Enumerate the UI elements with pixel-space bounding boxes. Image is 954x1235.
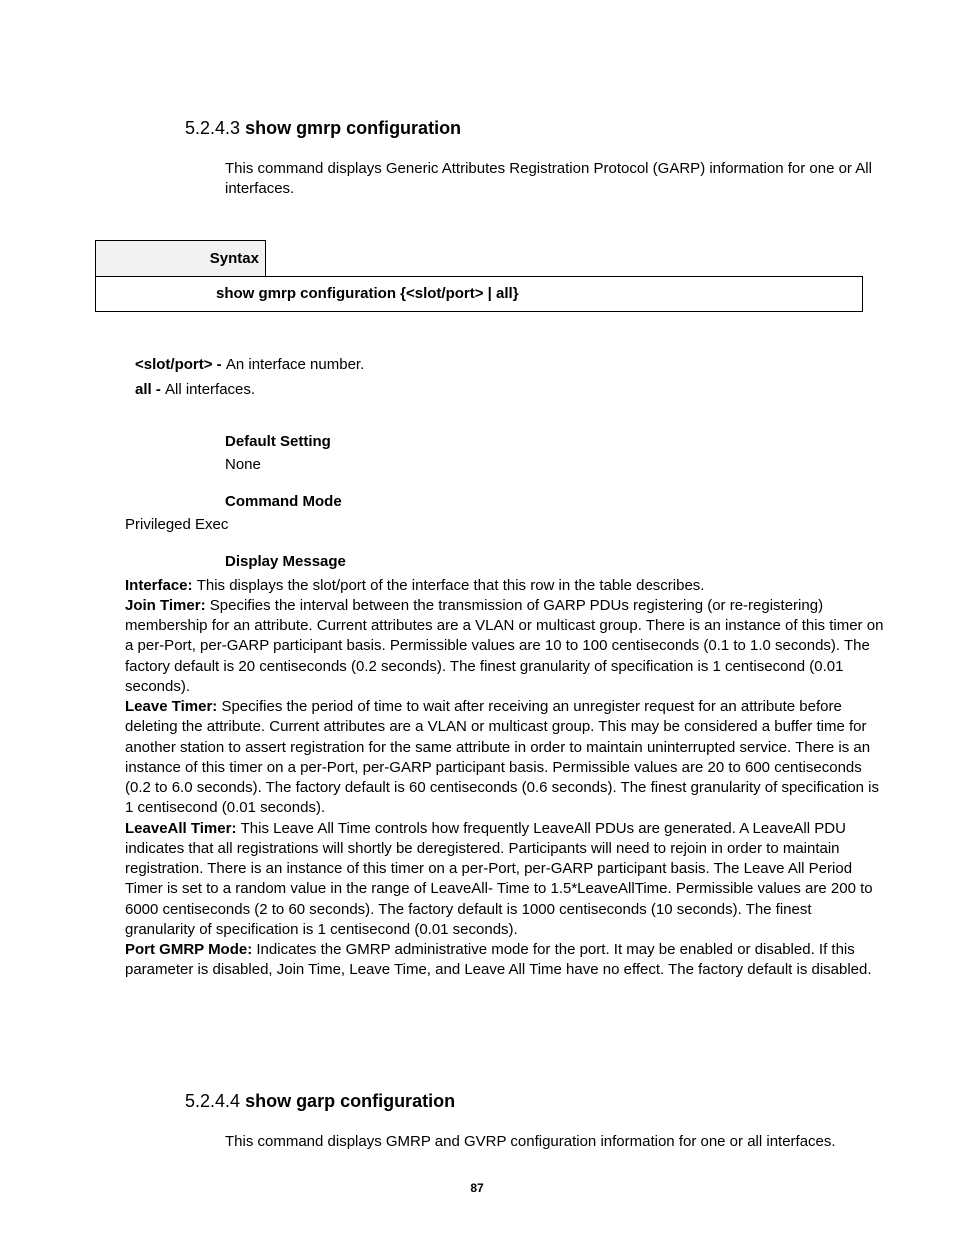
dm-leave-text: Specifies the period of time to wait aft… [125,698,879,816]
param2-label: all - [135,381,165,398]
section-title-2: show garp configuration [245,1091,455,1111]
dm-port-label: Port GMRP Mode: [125,941,256,958]
parameter-definitions: <slot/port> - An interface number. all -… [135,352,884,403]
dm-interface-text: This displays the slot/port of the inter… [197,577,705,594]
command-mode-heading: Command Mode [225,493,884,510]
param2-desc: All interfaces. [165,381,255,398]
section1-intro: This command displays Generic Attributes… [225,159,874,200]
param1-label: <slot/port> - [135,356,226,373]
dm-join-label: Join Timer: [125,597,210,614]
syntax-block: Syntax show gmrp configuration {<slot/po… [95,240,863,312]
syntax-label-cell: Syntax [96,240,266,276]
default-setting-value: None [225,456,884,473]
default-setting-heading: Default Setting [225,433,884,450]
page-number: 87 [0,1181,954,1195]
section2-intro: This command displays GMRP and GVRP conf… [225,1132,874,1152]
dm-leaveall-text: This Leave All Time controls how frequen… [125,820,873,938]
command-mode-value: Privileged Exec [125,516,884,533]
param1-desc: An interface number. [226,356,364,373]
section-number-2: 5.2.4.4 [185,1091,240,1111]
dm-leave-label: Leave Timer: [125,698,221,715]
section-number-1: 5.2.4.3 [185,118,240,138]
display-message-heading: Display Message [225,553,884,570]
section-heading-1: 5.2.4.3 show gmrp configuration [185,118,884,139]
section-heading-2: 5.2.4.4 show garp configuration [185,1091,884,1112]
display-message-body: Interface: This displays the slot/port o… [125,576,884,981]
dm-join-text: Specifies the interval between the trans… [125,597,883,695]
syntax-command-cell: show gmrp configuration {<slot/port> | a… [95,276,863,312]
section-title-1: show gmrp configuration [245,118,461,138]
dm-leaveall-label: LeaveAll Timer: [125,820,241,837]
dm-interface-label: Interface: [125,577,197,594]
